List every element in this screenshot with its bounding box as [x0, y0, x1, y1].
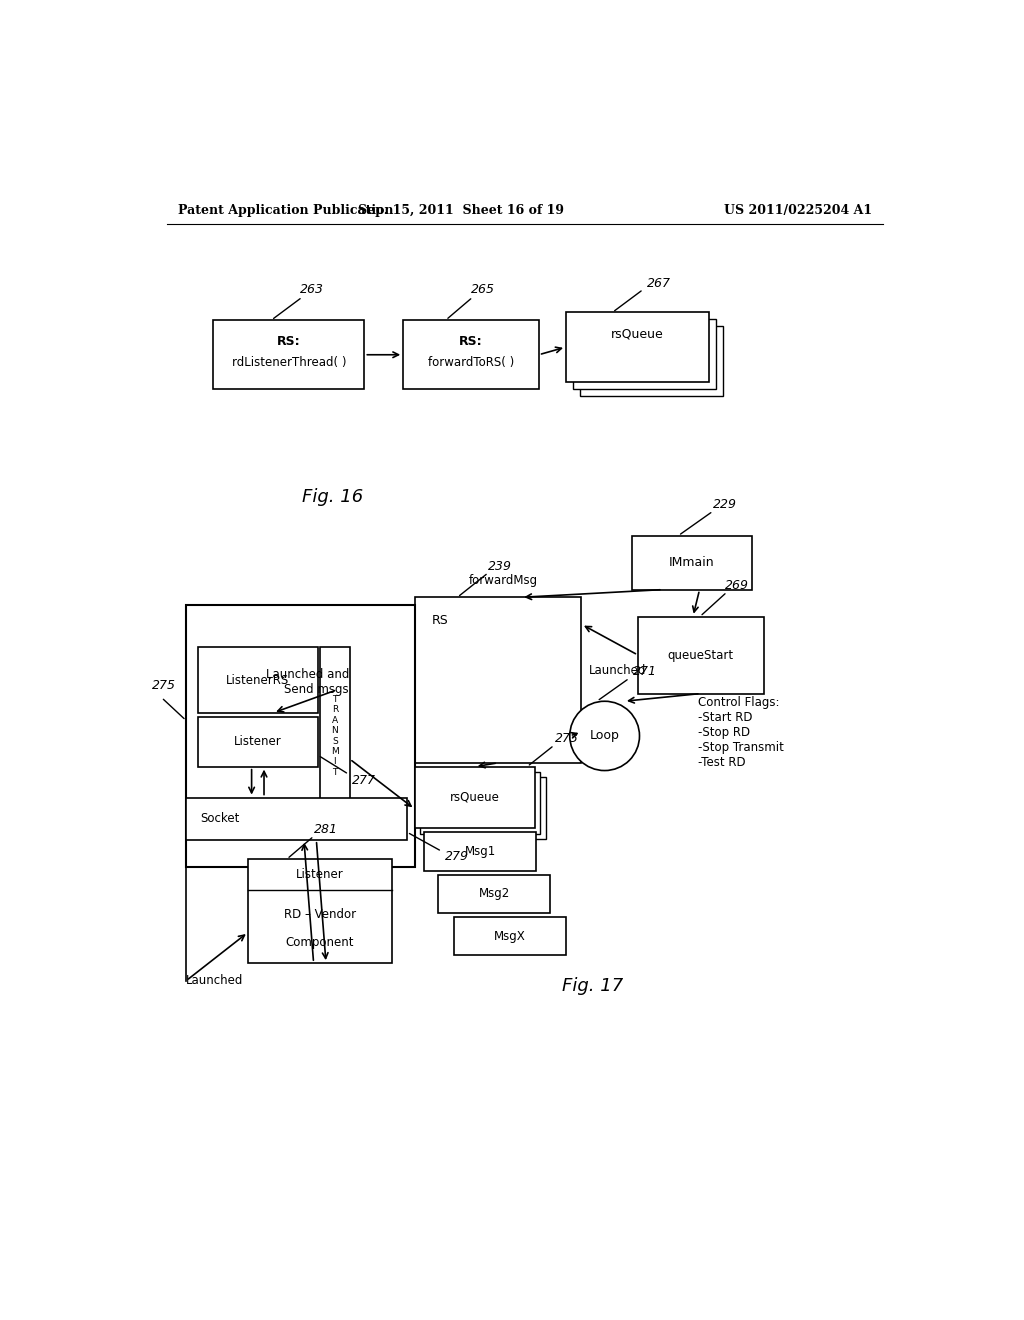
- Text: 279: 279: [445, 850, 469, 863]
- Text: 271: 271: [633, 665, 657, 678]
- Text: rdListenerThread( ): rdListenerThread( ): [231, 356, 346, 370]
- Bar: [186, 605, 415, 867]
- Text: Listener: Listener: [233, 735, 282, 748]
- Text: Listener: Listener: [296, 869, 344, 880]
- Circle shape: [569, 701, 640, 771]
- Bar: [198, 647, 317, 713]
- Text: forwardToRS( ): forwardToRS( ): [428, 356, 514, 370]
- Text: Socket: Socket: [200, 812, 240, 825]
- Bar: [454, 917, 566, 956]
- Text: Msg2: Msg2: [478, 887, 510, 900]
- Text: 229: 229: [713, 499, 736, 511]
- Text: rsQueue: rsQueue: [611, 327, 664, 341]
- Bar: [566, 313, 710, 381]
- Bar: [580, 326, 723, 396]
- Text: 281: 281: [313, 824, 338, 837]
- Text: RS: RS: [432, 614, 449, 627]
- Bar: [213, 321, 365, 389]
- Text: Fig. 17: Fig. 17: [562, 977, 624, 995]
- Text: 275: 275: [153, 680, 176, 693]
- Text: 263: 263: [300, 282, 325, 296]
- Bar: [415, 767, 535, 829]
- Text: ListenerRS: ListenerRS: [226, 673, 290, 686]
- Text: Control Flags:
-Start RD
-Stop RD
-Stop Transmit
-Test RD: Control Flags: -Start RD -Stop RD -Stop …: [697, 696, 783, 768]
- Bar: [186, 797, 407, 840]
- Text: RS:: RS:: [278, 335, 301, 348]
- Bar: [248, 859, 391, 964]
- Text: Patent Application Publication: Patent Application Publication: [178, 205, 394, 218]
- Text: Msg1: Msg1: [465, 845, 496, 858]
- Bar: [438, 874, 550, 913]
- Text: Fig. 16: Fig. 16: [302, 488, 364, 506]
- Text: Launched: Launched: [186, 974, 244, 987]
- Text: 273: 273: [555, 733, 580, 746]
- Text: T
R
A
N
S
M
I
T: T R A N S M I T: [331, 696, 339, 776]
- Text: queueStart: queueStart: [668, 648, 734, 661]
- Bar: [198, 717, 317, 767]
- Text: 269: 269: [725, 579, 750, 593]
- Text: forwardMsg: forwardMsg: [469, 574, 539, 587]
- Text: RD – Vendor: RD – Vendor: [284, 908, 356, 921]
- Bar: [403, 321, 539, 389]
- Bar: [415, 597, 582, 763]
- Bar: [572, 319, 716, 388]
- Text: Launched: Launched: [589, 664, 646, 677]
- Bar: [632, 536, 752, 590]
- Text: 239: 239: [488, 560, 512, 573]
- Bar: [426, 777, 546, 840]
- Text: 277: 277: [352, 774, 377, 787]
- Text: RS:: RS:: [459, 335, 482, 348]
- Text: MsgX: MsgX: [494, 929, 525, 942]
- Bar: [424, 832, 537, 871]
- Bar: [420, 772, 541, 834]
- Text: Sep. 15, 2011  Sheet 16 of 19: Sep. 15, 2011 Sheet 16 of 19: [358, 205, 564, 218]
- Text: 267: 267: [647, 277, 671, 289]
- Text: Loop: Loop: [590, 730, 620, 742]
- Text: Component: Component: [286, 936, 354, 949]
- Text: 265: 265: [471, 282, 495, 296]
- Text: rsQueue: rsQueue: [450, 791, 500, 804]
- Text: Launched and
Send msgs: Launched and Send msgs: [265, 668, 349, 696]
- Bar: [321, 647, 349, 825]
- Text: IMmain: IMmain: [669, 556, 715, 569]
- Bar: [638, 616, 764, 693]
- Text: US 2011/0225204 A1: US 2011/0225204 A1: [724, 205, 872, 218]
